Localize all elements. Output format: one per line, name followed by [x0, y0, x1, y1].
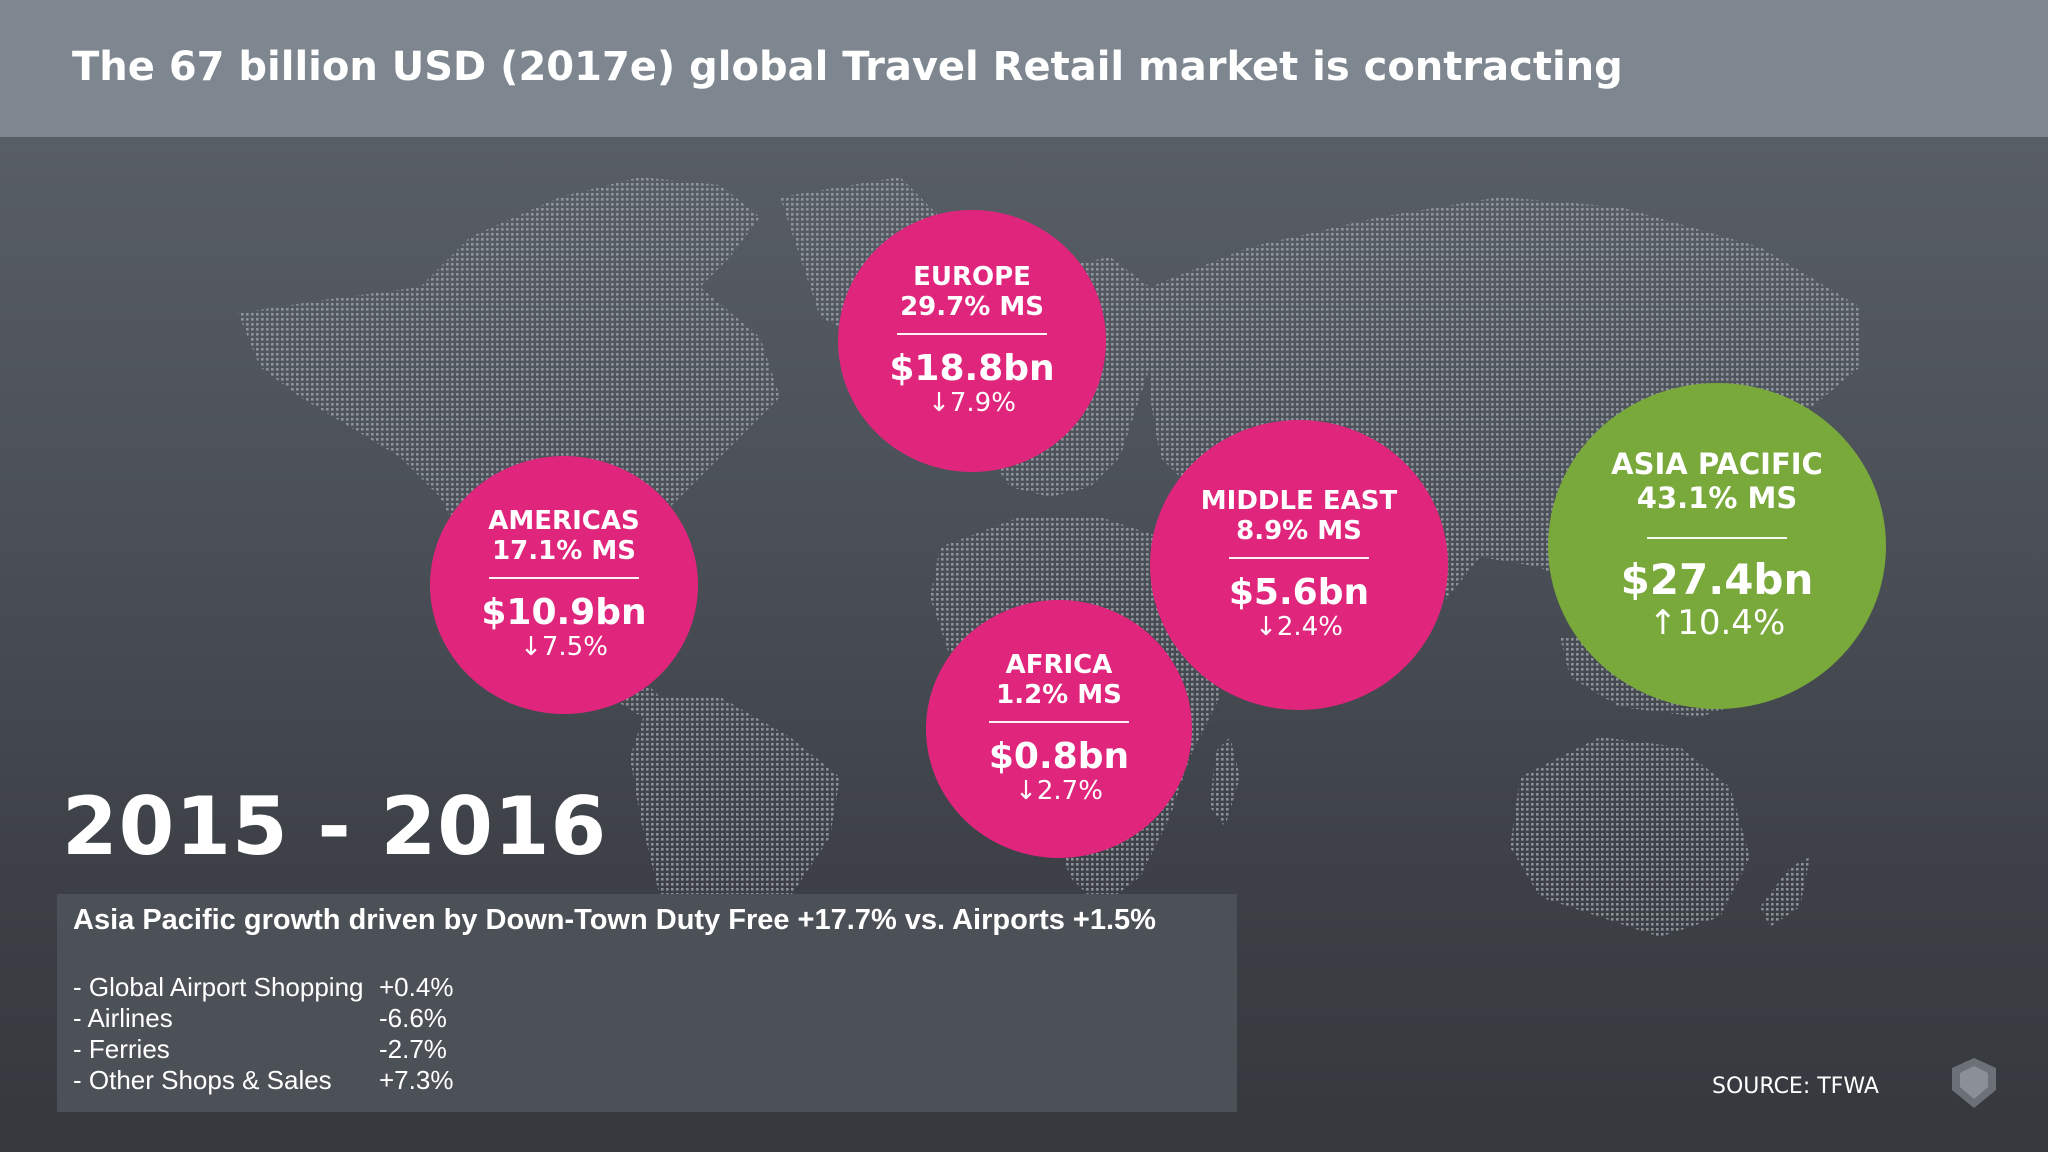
region-market-share: 8.9% MS	[1236, 515, 1362, 546]
region-sales-value: $10.9bn	[481, 591, 647, 633]
region-bubble-americas: AMERICAS 17.1% MS $10.9bn ↓7.5%	[430, 456, 698, 714]
channel-change: -6.6%	[379, 1003, 447, 1033]
region-bubble-europe: EUROPE 29.7% MS $18.8bn ↓7.9%	[838, 210, 1106, 472]
channel-label: - Airlines	[73, 1003, 173, 1033]
info-box: Asia Pacific growth driven by Down-Town …	[57, 894, 1237, 1112]
region-market-share: 17.1% MS	[492, 535, 636, 566]
source-note: SOURCE: TFWA	[1712, 1074, 1879, 1099]
info-list: - Global Airport Shopping +0.4% - Airlin…	[73, 972, 453, 1096]
region-divider	[1647, 536, 1787, 539]
info-heading: Asia Pacific growth driven by Down-Town …	[73, 904, 1156, 936]
region-change: ↓7.5%	[520, 632, 608, 663]
list-item: - Ferries -2.7%	[73, 1034, 453, 1065]
list-item: - Global Airport Shopping +0.4%	[73, 972, 453, 1003]
list-item: - Other Shops & Sales +7.3%	[73, 1065, 453, 1096]
region-divider	[489, 576, 639, 579]
map-australia	[1510, 737, 1750, 937]
region-divider	[989, 720, 1129, 723]
region-market-share: 29.7% MS	[900, 291, 1044, 322]
region-name: AMERICAS	[488, 505, 640, 536]
region-name: AFRICA	[1005, 649, 1113, 680]
region-bubble-asia-pacific: ASIA PACIFIC 43.1% MS $27.4bn ↑10.4%	[1548, 383, 1886, 709]
region-change: ↓7.9%	[928, 388, 1016, 419]
region-bubble-middle-east: MIDDLE EAST 8.9% MS $5.6bn ↓2.4%	[1150, 420, 1448, 710]
region-sales-value: $27.4bn	[1620, 554, 1814, 604]
region-sales-value: $18.8bn	[889, 347, 1055, 389]
region-name: ASIA PACIFIC	[1611, 447, 1823, 482]
region-sales-value: $0.8bn	[988, 735, 1130, 777]
map-greenland	[780, 177, 940, 337]
region-change: ↑10.4%	[1648, 603, 1786, 644]
region-divider	[1229, 556, 1369, 559]
period-label: 2015 - 2016	[62, 780, 608, 873]
region-divider	[897, 332, 1047, 335]
header-bar: The 67 billion USD (2017e) global Travel…	[0, 0, 2048, 137]
list-item: - Airlines -6.6%	[73, 1003, 453, 1034]
region-sales-value: $5.6bn	[1228, 571, 1370, 613]
channel-change: -2.7%	[379, 1034, 447, 1064]
map-madagascar	[1210, 737, 1240, 827]
channel-label: - Other Shops & Sales	[73, 1065, 332, 1095]
channel-label: - Ferries	[73, 1034, 170, 1064]
map-new-zealand	[1760, 857, 1810, 927]
region-change: ↓2.4%	[1255, 612, 1343, 643]
channel-change: +0.4%	[379, 972, 454, 1002]
region-bubble-africa: AFRICA 1.2% MS $0.8bn ↓2.7%	[926, 600, 1192, 858]
page-title: The 67 billion USD (2017e) global Travel…	[72, 44, 1623, 90]
region-market-share: 1.2% MS	[996, 679, 1122, 710]
region-name: EUROPE	[913, 261, 1031, 292]
region-change: ↓2.7%	[1015, 776, 1103, 807]
channel-change: +7.3%	[379, 1065, 454, 1095]
shield-logo-icon	[1952, 1058, 1996, 1108]
region-name: MIDDLE EAST	[1200, 485, 1398, 516]
region-market-share: 43.1% MS	[1636, 480, 1798, 515]
channel-label: - Global Airport Shopping	[73, 972, 364, 1002]
